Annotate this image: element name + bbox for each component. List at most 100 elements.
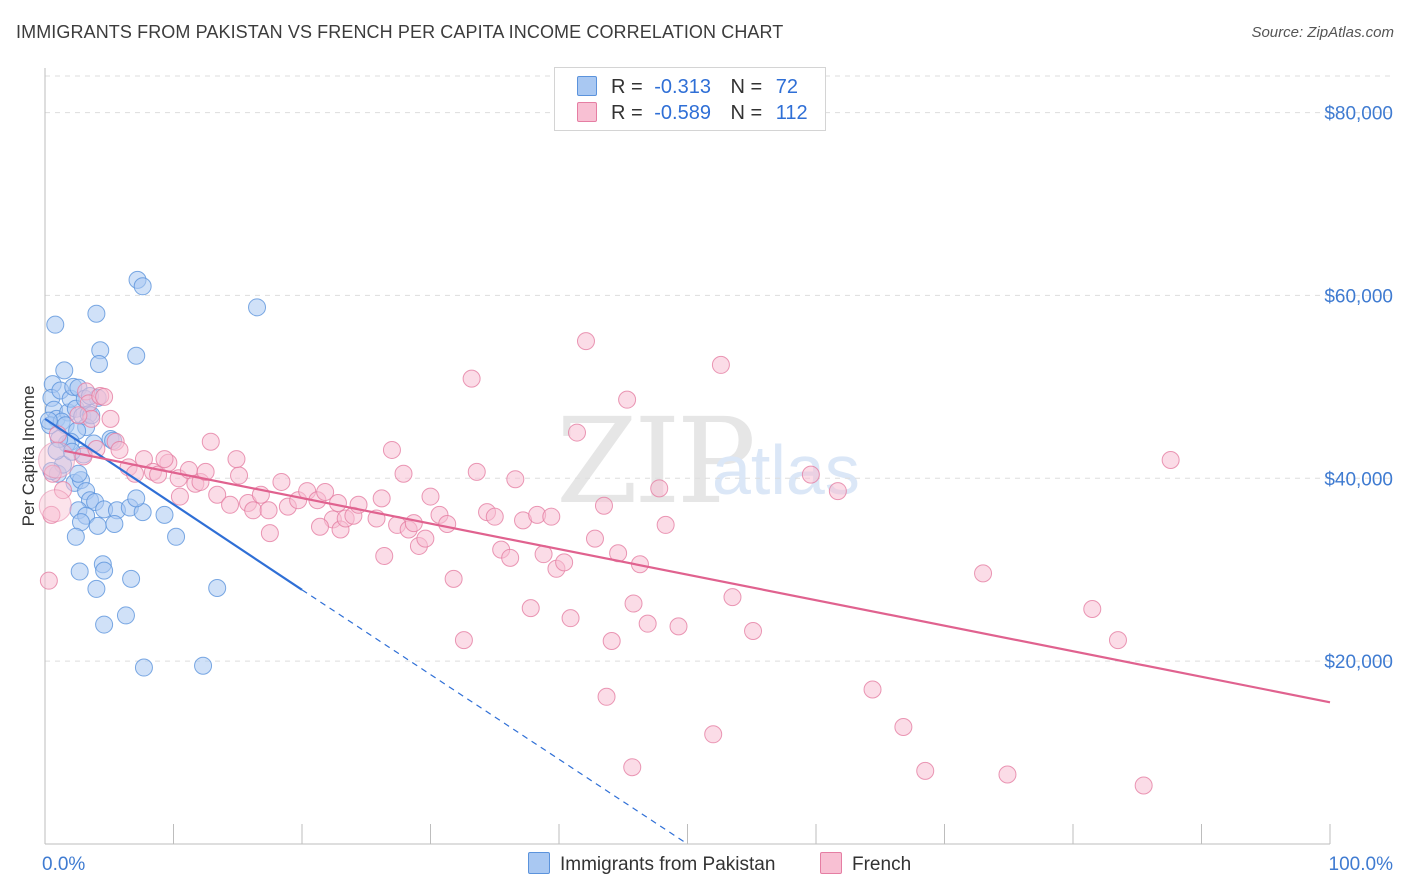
french-point [404,514,423,533]
french-point [316,483,335,501]
bottom-legend-swatch-pakistan [528,852,550,874]
french-point [462,369,481,388]
french-point [506,470,525,489]
pakistan-point [116,606,135,625]
french-trend-line [64,449,1331,704]
french-point [618,390,637,409]
french-point [467,462,486,481]
french-point [69,406,88,425]
french-point [555,553,574,572]
french-point [567,423,586,442]
legend-row-french: R = -0.589 N = 112 [577,102,808,126]
bottom-legend-pakistan: Immigrants from Pakistan [528,852,775,876]
pakistan-point [46,315,65,334]
french-point [170,487,189,506]
french-point [650,479,669,498]
bottom-legend-label-french: French [852,854,912,875]
legend-row-pakistan: R = -0.313 N = 72 [577,76,798,100]
french-point [39,571,58,590]
y-tick-label: $20,000 [1324,652,1393,673]
source-label: Source: ZipAtlas.com [1251,24,1394,41]
legend-n-label: N = [730,76,763,98]
pakistan-point [66,527,85,546]
french-point [375,547,394,565]
french-point [602,632,621,651]
pakistan-point [194,656,213,675]
french-point [974,564,993,583]
french-point [95,387,114,406]
french-point [501,548,520,567]
pakistan-point [105,515,124,533]
pakistan-point [55,361,74,380]
french-point [585,529,604,548]
y-tick-label: $60,000 [1324,286,1393,307]
pakistan-point [88,516,107,535]
french-point [916,761,935,780]
french-point [201,432,220,451]
pakistan-point [133,277,152,296]
french-point [704,725,723,744]
legend-n-value: 72 [775,76,799,98]
french-point [394,464,413,483]
french-point [711,355,730,374]
french-point [863,680,882,699]
y-axis-label: Per Capita Income [19,386,38,527]
french-point [594,496,613,515]
french-point [801,465,820,484]
french-point [744,621,763,640]
french-point [421,487,440,506]
french-point [260,524,279,543]
french-point [454,631,473,650]
french-point [444,569,463,588]
french-point [244,501,263,520]
x-tick-label: 100.0% [1329,854,1394,875]
french-point [38,441,76,479]
french-point [576,332,595,351]
french-point [438,515,457,533]
bottom-legend-label-pakistan: Immigrants from Pakistan [560,854,776,875]
legend-r-value: -0.589 [654,102,711,124]
pakistan-point [208,579,227,597]
french-point [1134,776,1153,795]
x-tick-label: 0.0% [42,854,85,875]
french-point [110,440,129,459]
pakistan-point [87,304,106,323]
pakistan-point [127,346,146,365]
french-point [561,609,580,628]
french-point [485,507,504,526]
french-point [38,489,72,523]
french-point [542,507,561,526]
french-point [272,472,291,491]
french-point [101,409,120,428]
y-tick-label: $40,000 [1324,469,1393,490]
french-point [310,517,329,536]
pakistan-point [155,505,174,524]
pakistan-trend-line [44,417,303,591]
french-point [416,529,435,548]
pakistan-point [95,561,114,580]
french-point [1083,600,1102,619]
french-point [382,440,401,459]
french-point [521,599,540,618]
legend-swatch-pakistan [577,76,597,96]
legend-n-value: 112 [775,102,808,124]
chart-title: IMMIGRANTS FROM PAKISTAN VS FRENCH PER C… [16,22,784,42]
pakistan-point [134,658,153,677]
pakistan-point [70,562,89,581]
watermark-zip: ZIP [556,392,756,530]
french-point [259,501,278,520]
french-point [828,482,847,501]
french-point [597,687,616,706]
french-point [227,450,246,469]
french-point [230,466,249,485]
legend-r-value: -0.313 [654,76,711,98]
french-point [638,614,657,633]
french-point [623,758,642,777]
pakistan-point [95,615,114,634]
french-point [894,717,913,736]
y-tick-label: $80,000 [1324,104,1393,125]
legend-r-label: R = [611,76,643,98]
pakistan-point [87,579,106,598]
french-point [624,594,643,613]
